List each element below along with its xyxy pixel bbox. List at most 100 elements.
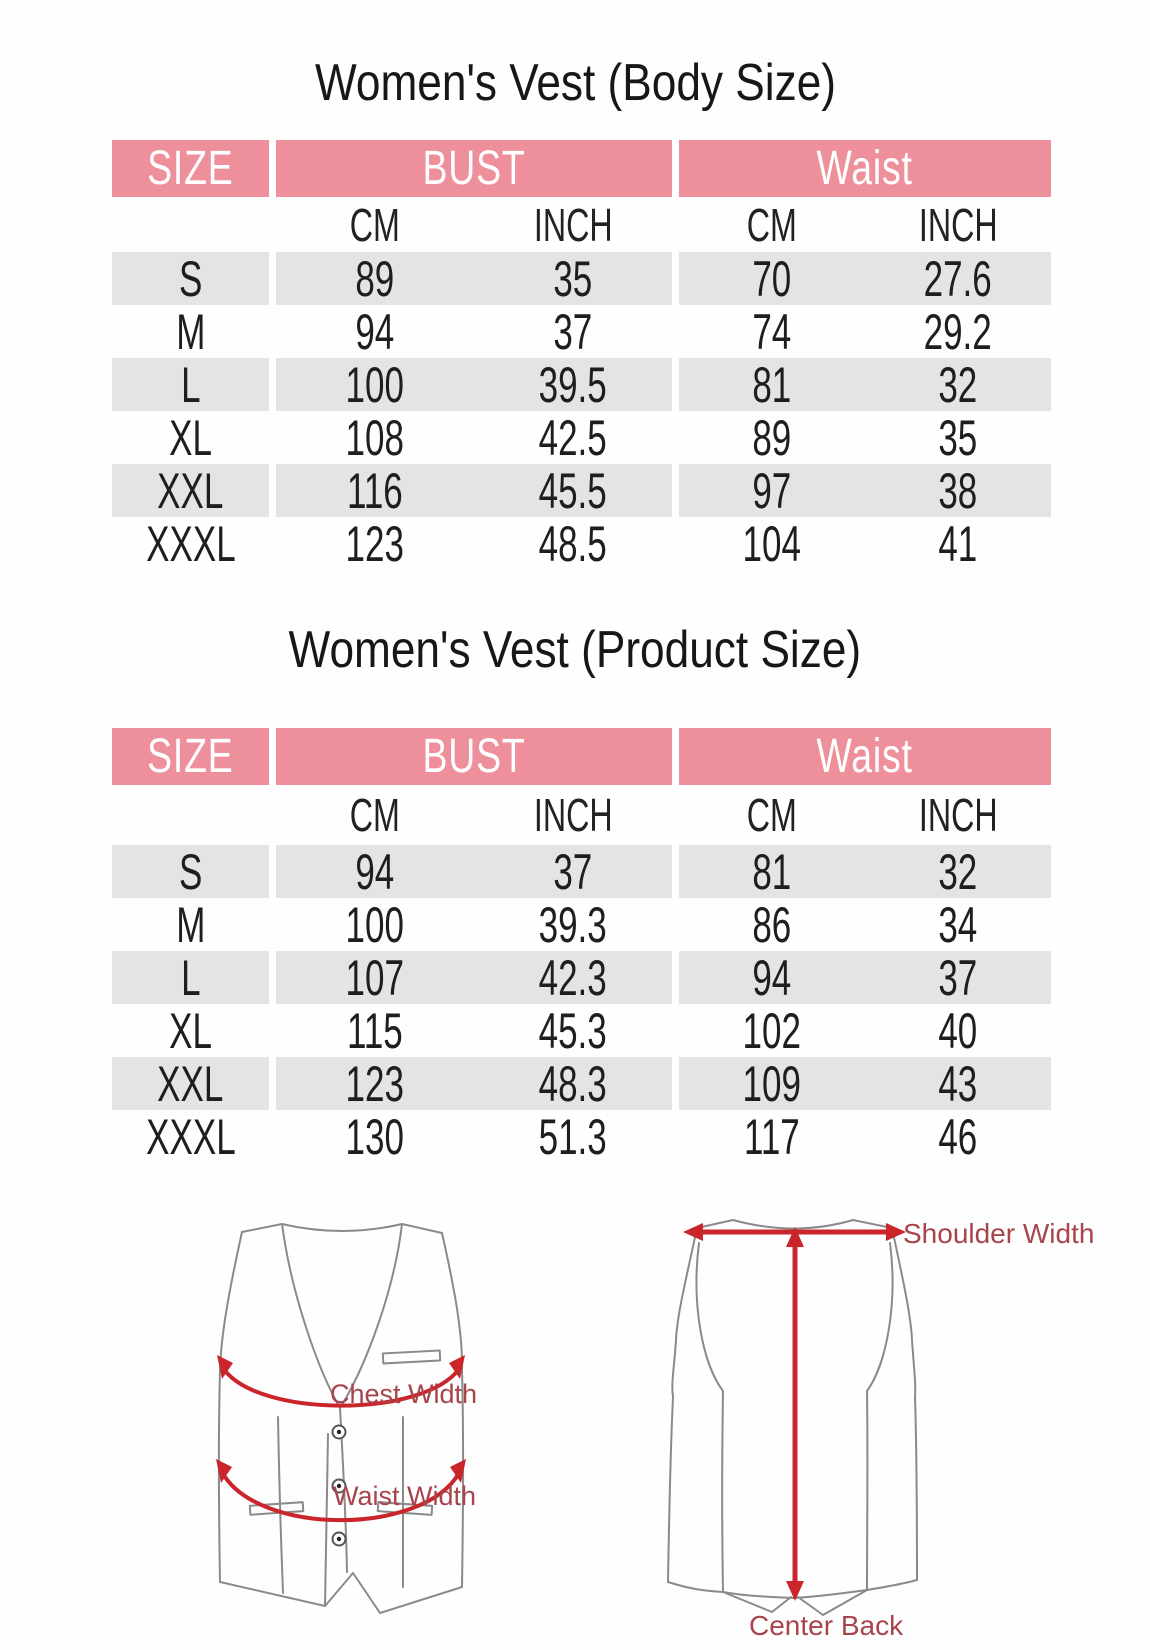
- vest-buttons: [331, 1424, 347, 1547]
- table-cell: XXXL: [145, 1110, 236, 1163]
- column-gap: [672, 728, 679, 785]
- column-gap: [672, 951, 679, 1004]
- table-cell: L: [112, 951, 269, 1004]
- table-cell: 45.3: [538, 1004, 608, 1057]
- table-cell: 42.5: [538, 411, 608, 464]
- table-cell: 35: [474, 252, 672, 305]
- arrowhead-icon: [450, 1459, 466, 1483]
- column-gap: [269, 305, 276, 358]
- body-waist-inch-header: INCH: [918, 198, 998, 251]
- table-cell: 41: [938, 517, 978, 570]
- back-vest-outline: [667, 1219, 918, 1616]
- table-cell: 51.3: [538, 1110, 608, 1163]
- table-cell: 45.5: [474, 464, 672, 517]
- column-gap: [269, 464, 276, 517]
- column-gap: [672, 464, 679, 517]
- table-cell: XXXL: [145, 517, 236, 570]
- column-gap: [672, 197, 679, 252]
- table-cell: 40: [938, 1004, 978, 1057]
- shoulder-width-label: Shoulder Width: [903, 1218, 1094, 1249]
- column-gap: [672, 898, 679, 951]
- body-bust-inch-header: INCH: [533, 198, 613, 251]
- back-vest-diagram: Shoulder Width Center Back: [667, 1218, 1094, 1641]
- product-col-header-size: SIZE: [112, 728, 269, 785]
- table-cell: 100: [345, 898, 405, 951]
- column-gap: [672, 411, 679, 464]
- table-cell: 100: [276, 358, 474, 411]
- table-cell: XL: [169, 1004, 212, 1057]
- table-cell: 81: [679, 845, 865, 898]
- table-cell: S: [112, 252, 269, 305]
- table-cell: 123: [276, 1057, 474, 1110]
- column-gap: [269, 140, 276, 197]
- table-cell: XXL: [112, 1057, 269, 1110]
- table-cell: 104: [742, 517, 802, 570]
- column-gap: [269, 197, 276, 252]
- arrowhead-icon: [449, 1355, 465, 1379]
- table-cell: 35: [938, 411, 978, 464]
- column-gap: [672, 785, 679, 845]
- column-gap: [269, 785, 276, 845]
- body-waist-cm-header: CM: [746, 198, 798, 251]
- column-gap: [672, 358, 679, 411]
- table-cell: 115: [347, 1004, 403, 1057]
- table-cell: 102: [742, 1004, 802, 1057]
- table-cell: 39.5: [474, 358, 672, 411]
- arrowhead-icon: [217, 1355, 233, 1379]
- product-bust-inch-header: INCH: [533, 789, 613, 841]
- waist-pocket-right: [376, 1501, 434, 1516]
- column-gap: [672, 1057, 679, 1110]
- waist-width-label: Waist Width: [333, 1481, 476, 1511]
- table-cell: 107: [276, 951, 474, 1004]
- table-cell: 94: [276, 845, 474, 898]
- body-col-header-waist: Waist: [679, 140, 1051, 197]
- column-gap: [269, 1057, 276, 1110]
- table-cell: 97: [679, 464, 865, 517]
- waist-measure-band: [216, 1459, 466, 1523]
- table-cell: 123: [345, 517, 405, 570]
- column-gap: [269, 898, 276, 951]
- product-size-table: SIZE BUST Waist CM INCH CM INCH S 94 37 …: [112, 728, 1051, 1163]
- center-back-label: Center Back: [749, 1610, 904, 1641]
- body-bust-cm-header: CM: [349, 198, 401, 251]
- table-cell: [112, 197, 269, 252]
- column-gap: [269, 358, 276, 411]
- table-cell: L: [112, 358, 269, 411]
- column-gap: [269, 517, 276, 570]
- table-cell: 130: [345, 1110, 405, 1163]
- body-size-table: SIZE BUST Waist CM INCH CM INCH S 89 35 …: [112, 140, 1051, 570]
- table-cell: 32: [865, 358, 1051, 411]
- arrowhead-icon: [786, 1227, 804, 1247]
- product-waist-cm-header: CM: [746, 789, 798, 841]
- table-cell: 34: [938, 898, 978, 951]
- column-gap: [672, 252, 679, 305]
- table-cell: S: [112, 845, 269, 898]
- table-cell: 89: [276, 252, 474, 305]
- table-cell: 109: [679, 1057, 865, 1110]
- column-gap: [672, 1004, 679, 1057]
- front-vest-diagram: Chest Width Waist Width: [216, 1223, 477, 1614]
- arrowhead-icon: [683, 1223, 703, 1241]
- table-cell: 43: [865, 1057, 1051, 1110]
- column-gap: [269, 728, 276, 785]
- chest-width-label: Chest Width: [330, 1379, 477, 1409]
- table-cell: 29.2: [923, 305, 993, 358]
- table-cell: 70: [679, 252, 865, 305]
- table-cell: 94: [355, 305, 395, 358]
- column-gap: [672, 1110, 679, 1163]
- product-size-title: Women's Vest (Product Size): [0, 622, 1150, 678]
- arrowhead-icon: [886, 1223, 906, 1241]
- table-cell: 39.3: [538, 898, 608, 951]
- table-cell: 27.6: [865, 252, 1051, 305]
- table-cell: 38: [865, 464, 1051, 517]
- center-back-measure-arrow: [786, 1227, 804, 1601]
- column-gap: [269, 411, 276, 464]
- body-size-title: Women's Vest (Body Size): [0, 55, 1150, 111]
- column-gap: [269, 1004, 276, 1057]
- table-cell: [112, 785, 269, 845]
- table-cell: 48.5: [538, 517, 608, 570]
- arrowhead-icon: [786, 1581, 804, 1601]
- table-cell: 94: [679, 951, 865, 1004]
- table-cell: 74: [752, 305, 792, 358]
- column-gap: [672, 845, 679, 898]
